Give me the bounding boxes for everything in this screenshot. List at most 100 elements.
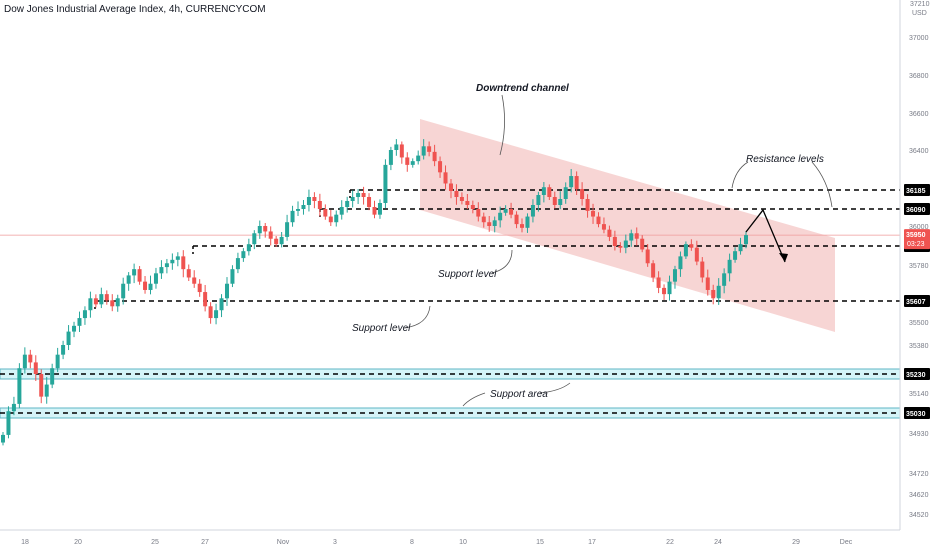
y-tick-label: 35500 [909, 320, 929, 327]
candle-body [44, 384, 49, 397]
candle-body [285, 222, 290, 237]
downtrend-channel-pointer [499, 94, 505, 156]
candle-body [716, 285, 721, 299]
resistance-pointer-right [811, 161, 833, 208]
candle-body [22, 354, 27, 369]
candle-body [591, 210, 596, 217]
price-tag-35230 [904, 368, 930, 380]
y-tick-label: 34720 [909, 471, 929, 478]
candle-body [306, 197, 311, 205]
candle-body [738, 244, 743, 252]
last-price-label: 35950 [906, 232, 926, 239]
candle-body [279, 236, 284, 245]
candle-body [268, 231, 273, 239]
candle-body [263, 226, 268, 232]
candle-body [186, 269, 191, 278]
candle-body [345, 201, 350, 207]
price-tag-36090 [904, 203, 930, 215]
candle-body [454, 191, 459, 197]
candle-body [334, 214, 339, 223]
forecast-path [745, 208, 786, 263]
candle-body [563, 187, 568, 199]
price-tag-label: 35607 [906, 299, 926, 306]
price-tag-label: 36090 [906, 207, 926, 214]
x-tick-label: 3 [333, 539, 337, 546]
candle-body [224, 283, 229, 299]
candle-body [246, 244, 251, 252]
candle-body [356, 193, 361, 197]
x-tick-label: 20 [74, 539, 82, 546]
candle-body [28, 354, 33, 363]
candle-body [711, 289, 716, 299]
y-tick-label: 36800 [909, 73, 929, 80]
candle-body [235, 258, 240, 270]
candle-body [257, 226, 262, 234]
candle-body [312, 197, 317, 201]
candle-body [126, 275, 131, 284]
candle-body [137, 269, 142, 282]
candle-body [651, 263, 656, 278]
candle-body [465, 201, 470, 205]
candle-body [77, 318, 82, 326]
candle-body [104, 294, 109, 301]
candle-body [601, 224, 606, 230]
price-tag-35607 [904, 295, 930, 307]
candle-body [694, 247, 699, 262]
candle-body [66, 331, 71, 345]
candle-body [574, 176, 579, 190]
candle-body [241, 251, 246, 259]
candle-body [55, 354, 60, 369]
candle-body [640, 238, 645, 250]
candle-body [547, 187, 552, 197]
candle-body [383, 164, 388, 203]
candle-body [459, 197, 464, 201]
candle-body [230, 269, 235, 284]
candle-body [388, 150, 393, 165]
candle-body [328, 216, 333, 223]
candle-body [88, 298, 93, 311]
x-tick-label: 17 [588, 539, 596, 546]
candle-body [197, 283, 202, 293]
candle-body [153, 273, 158, 284]
y-axis-top-label: 37210 [910, 1, 930, 8]
y-tick-label: 34520 [909, 512, 929, 519]
y-tick-label: 37000 [909, 35, 929, 42]
candle-body [148, 283, 153, 290]
candle-body [629, 233, 634, 241]
candle-body [683, 244, 688, 257]
candle-body [678, 256, 683, 270]
candle-body [662, 287, 667, 295]
support-area-pointer-right [539, 382, 571, 394]
candle-body [689, 244, 694, 248]
chart-title: Dow Jones Industrial Average Index, 4h, … [4, 4, 266, 15]
support-level-1-pointer [491, 249, 513, 274]
candle-body [214, 310, 219, 319]
candle-body [115, 298, 120, 307]
candle-body [317, 201, 322, 209]
candle-body [11, 403, 16, 412]
candle-body [448, 183, 453, 191]
candle-body [323, 209, 328, 217]
y-tick-label: 36400 [909, 148, 929, 155]
y-tick-label: 35380 [909, 343, 929, 350]
y-axis-currency: USD [912, 10, 927, 17]
candle-body [301, 205, 306, 209]
x-tick-label: Dec [840, 539, 853, 546]
y-tick-label: 36600 [909, 111, 929, 118]
candle-body [503, 209, 508, 213]
candle-body [350, 197, 355, 201]
forecast-arrowhead [779, 253, 788, 262]
annotation-downtrend-channel: Downtrend channel [476, 83, 569, 94]
candle-body [443, 172, 448, 184]
candle-body [585, 199, 590, 211]
candle-body [705, 277, 710, 290]
candle-body [672, 269, 677, 282]
support-level-2-pointer [403, 305, 431, 329]
candle-body [727, 259, 732, 274]
candle-body [645, 249, 650, 264]
candle-body [50, 368, 55, 385]
candle-body [432, 151, 437, 162]
price-tag-label: 35230 [906, 372, 926, 379]
candle-body [487, 222, 492, 226]
